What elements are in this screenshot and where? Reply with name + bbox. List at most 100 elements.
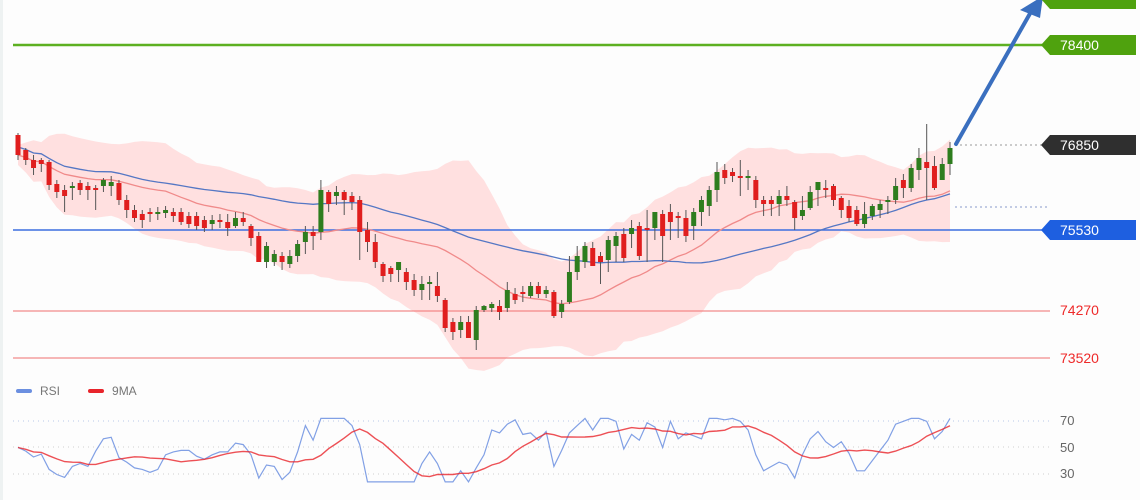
pivot-label: 75530 [1041, 220, 1136, 240]
current-price-label: 76850 [1041, 135, 1136, 155]
candle-body [924, 162, 930, 168]
candle-body [411, 280, 417, 290]
candle-body [675, 216, 681, 218]
candle-body [753, 180, 759, 200]
candle-body [217, 220, 223, 222]
candle-body [225, 222, 231, 228]
candle-body [823, 188, 829, 190]
candle-body [124, 200, 130, 210]
candle-body [38, 160, 44, 164]
candle-body [186, 216, 192, 224]
candle-body [333, 192, 339, 196]
candle-body [776, 196, 782, 204]
candle-body [621, 234, 627, 258]
candle-body [559, 304, 565, 312]
candle-body [504, 290, 510, 308]
candle-body [497, 306, 503, 312]
candle-body [287, 256, 293, 264]
candle-body [582, 246, 588, 262]
support-1-label: 74270 [1060, 302, 1099, 318]
candle-body [660, 214, 666, 236]
resistance-label: 78400 [1041, 35, 1136, 55]
candle-body [908, 168, 914, 188]
candle-body [737, 176, 743, 178]
candle-body [473, 310, 479, 340]
candle-body [357, 200, 363, 232]
candle-body [629, 228, 635, 234]
candle-body [248, 226, 254, 238]
candle-body [450, 322, 456, 332]
rsi-tick-50: 50 [1060, 440, 1075, 455]
candle-body [683, 218, 689, 236]
candle-body [419, 284, 425, 290]
candle-body [372, 242, 378, 262]
candle-body [590, 248, 596, 266]
candle-body [178, 212, 184, 222]
candle-body [302, 232, 308, 242]
candle-body [551, 292, 557, 316]
candle-body [691, 212, 697, 226]
candle-body [279, 256, 285, 262]
candle-body [939, 164, 945, 180]
candle-body [900, 180, 906, 188]
candle-body [869, 206, 875, 216]
candle-body [838, 198, 844, 210]
candle-body [543, 290, 549, 294]
rsi-legend-label: RSI [40, 384, 61, 398]
candle-body [93, 188, 99, 190]
candle-body [388, 268, 394, 274]
candle-body [434, 286, 440, 296]
rsi-tick-70: 70 [1060, 413, 1075, 428]
candle-body [380, 264, 386, 276]
candle-body [512, 294, 518, 300]
arrow-head-icon [1020, 0, 1043, 18]
rsi-legend: RSI 9MA [16, 384, 137, 398]
candle-body [232, 218, 238, 226]
candle-body [54, 184, 60, 192]
candle-body [318, 190, 324, 232]
rsi-tick-30: 30 [1060, 466, 1075, 481]
candle-body [396, 262, 402, 270]
support-2-label: 73520 [1060, 350, 1099, 366]
target-label [1041, 0, 1136, 9]
candle-body [240, 218, 246, 222]
candle-body [745, 176, 751, 178]
candle-body [652, 212, 658, 228]
candle-body [442, 300, 448, 328]
candle-body [667, 212, 673, 222]
candle-body [698, 200, 704, 212]
candle-body [792, 202, 798, 218]
candle-body [15, 135, 21, 155]
rsi-swatch-icon [16, 389, 32, 393]
candle-body [722, 170, 728, 178]
candle-body [271, 254, 277, 262]
candle-body [636, 226, 642, 256]
candle-body [201, 220, 207, 228]
candle-body [341, 192, 347, 200]
candle-body [31, 160, 37, 168]
candle-body [209, 220, 215, 224]
candle-body [100, 180, 106, 186]
candle-body [116, 183, 122, 200]
rsi-line [17, 417, 951, 484]
candle-body [784, 196, 790, 200]
candle-body [854, 210, 860, 224]
candle-body [862, 214, 868, 224]
bollinger-band [18, 133, 950, 371]
candle-body [706, 190, 712, 206]
candle-body [768, 200, 774, 204]
candle-body [761, 200, 767, 204]
candle-body [458, 322, 464, 330]
candle-body [481, 306, 487, 310]
candle-body [931, 166, 937, 188]
candle-body [566, 272, 572, 302]
ma-swatch-icon [88, 389, 105, 393]
candle-body [644, 228, 650, 230]
candle-body [77, 183, 83, 190]
candle-body [85, 186, 91, 190]
candle-body [46, 162, 52, 185]
candle-body [147, 212, 153, 214]
candle-body [264, 246, 270, 262]
ma-legend-label: 9MA [112, 384, 137, 398]
